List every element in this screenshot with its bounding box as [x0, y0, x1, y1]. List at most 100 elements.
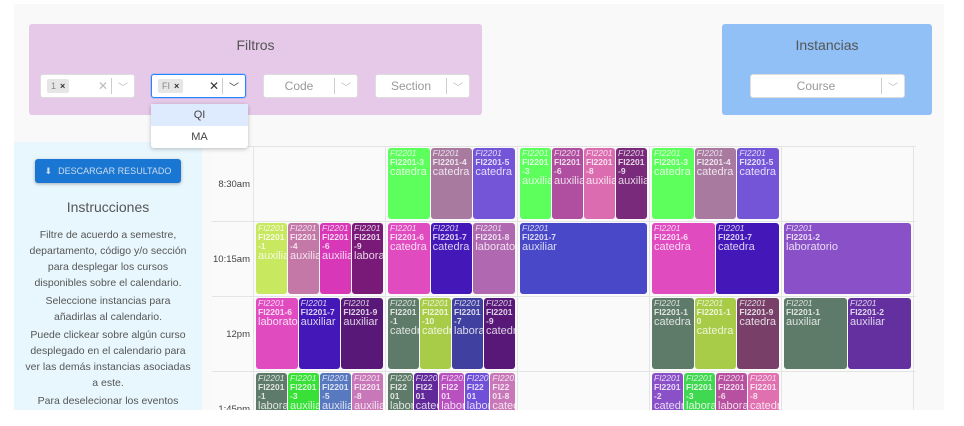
semester-select[interactable]: 1 × ✕ ﹀ [40, 74, 135, 98]
calendar-event[interactable]: FI2201 FI2201-4 catedra [430, 148, 473, 219]
event-type: auxiliar [354, 399, 383, 410]
calendar-cell: FI2201FI2201-1laboratorioFI2201FI2201-3a… [254, 372, 386, 410]
calendar-event[interactable]: FI2201FI2201laboratorio [388, 373, 413, 410]
remove-chip-icon[interactable]: × [174, 81, 180, 91]
calendar-event[interactable]: FI2201 FI2201-5 catedra [737, 148, 780, 219]
event-section: FI2201-1 [786, 306, 821, 317]
event-course: FI2201 [390, 223, 417, 233]
clear-icon[interactable]: ✕ [208, 79, 220, 93]
calendar-event[interactable]: FI2201 FI2201-7 auxiliar [298, 298, 341, 369]
calendar-event[interactable]: FI2201 FI2201-3 catedra [652, 148, 694, 219]
course-select[interactable]: Course ﹀ [750, 74, 905, 98]
chevron-down-icon[interactable]: ﹀ [453, 82, 463, 94]
event-section: FI2201-9 [354, 231, 381, 251]
event-section: FI2201-3 [686, 381, 713, 401]
event-section: FI2201-1 [258, 231, 285, 251]
dropdown-option[interactable]: MA [191, 131, 208, 143]
event-section: FI2201 [390, 381, 408, 401]
event-section: FI2201-2 [786, 231, 821, 242]
remove-chip-icon[interactable]: × [60, 81, 66, 91]
event-course: FI2201 [786, 298, 813, 308]
dropdown-option[interactable]: QI [151, 104, 248, 126]
event-course: FI2201 [322, 223, 349, 233]
calendar-cell [518, 372, 650, 410]
event-course: FI2201 [850, 298, 877, 308]
event-section: FI2201-6 [322, 231, 349, 251]
event-type: auxiliar [290, 249, 319, 262]
calendar-event[interactable]: FI2201 FI2201-7 catedra [430, 223, 473, 294]
chevron-down-icon[interactable]: ﹀ [118, 82, 128, 94]
code-select[interactable]: Code ﹀ [263, 74, 358, 98]
chevron-down-icon[interactable]: ﹀ [341, 82, 351, 94]
calendar-event[interactable]: FI2201 FI2201-4 catedra [694, 148, 737, 219]
calendar-cell: FI2201FI2201-1catedraFI2201FI2201-10cate… [386, 297, 518, 371]
event-course: FI2201 [354, 373, 381, 383]
calendar-cell: FI2201FI2201laboratorioFI2201FI2201cated… [386, 372, 518, 410]
event-type: auxiliar [522, 174, 551, 187]
event-course: FI2201 [492, 373, 515, 383]
calendar-event[interactable]: FI2201FI2201laboratorio [439, 373, 464, 410]
filters-title: Filtros [236, 37, 275, 53]
calendar-event[interactable]: FI2201 FI2201-6 catedra [388, 223, 430, 294]
event-section: FI2201-5 [322, 381, 349, 401]
calendar-event[interactable]: FI2201 FI2201-5 catedra [473, 148, 516, 219]
clear-icon[interactable]: ✕ [97, 79, 109, 93]
calendar-row: 1:45pmFI2201FI2201-1laboratorioFI2201FI2… [212, 372, 916, 410]
event-course: FI2201 [786, 223, 813, 233]
event-course: FI2201 [739, 298, 766, 308]
calendar-event[interactable]: FI2201FI2201catedra [413, 373, 439, 410]
calendar-event[interactable]: FI2201 FI2201-2 laboratorio [784, 223, 911, 294]
event-section: FI2201-3 [290, 381, 317, 401]
calendar-event[interactable]: FI2201 FI2201-7 auxiliar [520, 223, 647, 294]
calendar: 8:30am FI2201 FI2201-3 catedra FI2201 FI2201-… [212, 146, 916, 410]
event-section: FI2201-9 [618, 156, 645, 176]
event-type: laboratorio [466, 399, 490, 410]
event-section: FI2201-7 [522, 231, 557, 242]
department-select[interactable]: FI × ✕ ﹀ [151, 74, 246, 98]
chevron-down-icon[interactable]: ﹀ [229, 82, 239, 94]
calendar-event[interactable]: FI2201 FI2201-7 catedra [716, 223, 779, 294]
calendar-event[interactable]: FI2201 FI2201-3 catedra [388, 148, 430, 219]
calendar-event[interactable]: FI2201 FI2201-2 auxiliar [848, 298, 911, 369]
calendar-event[interactable]: FI2201 FI2201-6 catedra [652, 223, 715, 294]
event-section: FI2201 [441, 381, 459, 401]
chevron-down-icon[interactable]: ﹀ [888, 82, 898, 94]
event-type: auxiliar [258, 249, 287, 262]
download-button[interactable]: ⬇ DESCARGAR RESULTADO [35, 159, 181, 183]
event-section: FI2201-8 [475, 231, 510, 242]
calendar-cell: FI2201FI2201-6laboratorioFI2201FI2201-7a… [254, 297, 386, 371]
event-course: FI2201 [486, 298, 513, 308]
event-type: catedra [486, 324, 515, 337]
event-course: FI2201 [422, 298, 449, 308]
section-select[interactable]: Section ﹀ [375, 74, 470, 98]
calendar-event[interactable]: FI2201FI2201laboratorio [464, 373, 490, 410]
